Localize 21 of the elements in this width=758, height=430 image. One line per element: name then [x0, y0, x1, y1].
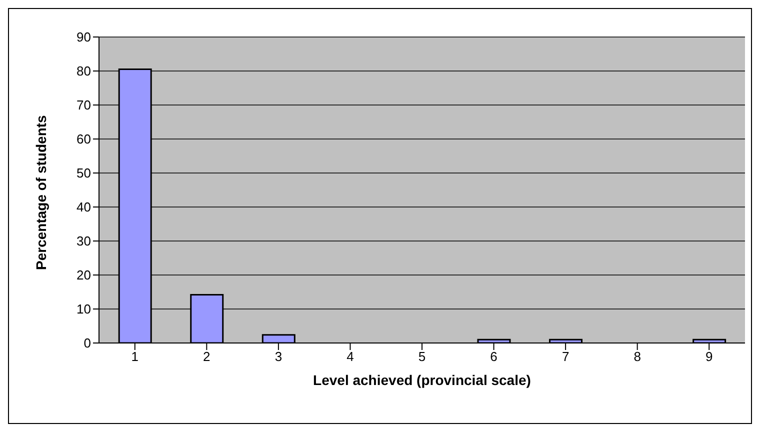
x-tick-label: 6 — [490, 349, 498, 364]
x-tick-label: 4 — [346, 349, 354, 364]
x-tick-label: 7 — [562, 349, 570, 364]
x-tick-label: 8 — [634, 349, 641, 364]
x-axis-title: Level achieved (provincial scale) — [313, 372, 531, 388]
x-tick-label: 2 — [203, 349, 210, 364]
y-tick-label: 70 — [76, 98, 91, 113]
y-tick-label: 50 — [76, 166, 91, 181]
x-tick-label: 5 — [418, 349, 426, 364]
y-tick-label: 20 — [76, 268, 91, 283]
y-tick-label: 90 — [76, 30, 91, 45]
x-tick-label: 9 — [705, 349, 713, 364]
y-axis-title: Percentage of students — [32, 114, 49, 270]
x-tick-label: 1 — [131, 349, 139, 364]
y-tick-label: 40 — [76, 200, 91, 215]
y-tick-label: 0 — [84, 336, 91, 351]
y-tick-label: 60 — [76, 132, 91, 147]
x-tick-label: 3 — [274, 349, 282, 364]
y-tick-label: 10 — [76, 302, 91, 317]
y-tick-label: 80 — [76, 64, 91, 79]
y-tick-label: 30 — [76, 234, 91, 249]
